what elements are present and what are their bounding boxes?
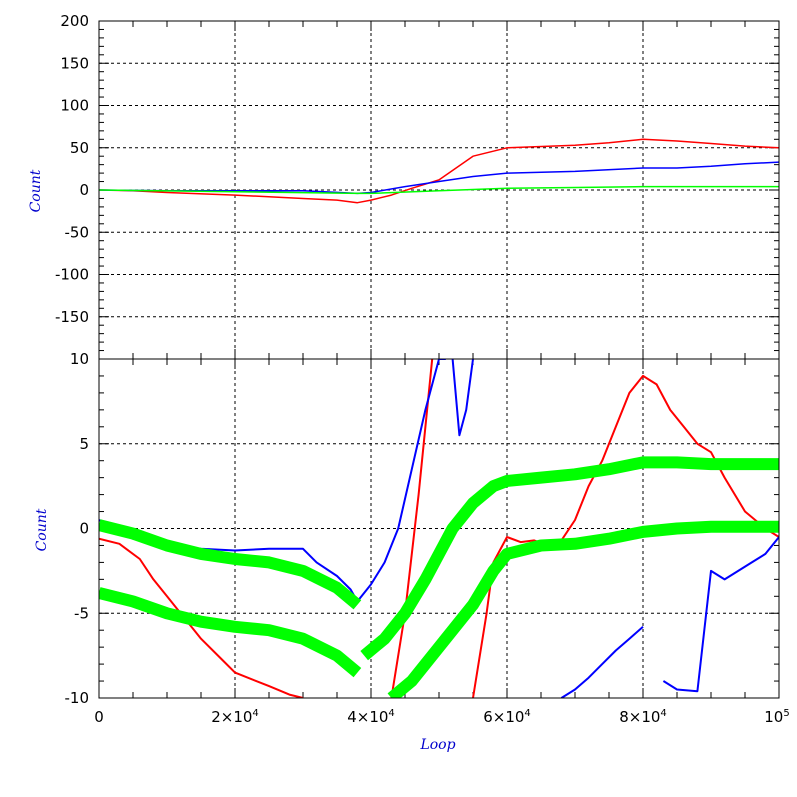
top-y-tick-label: -150 [55, 308, 89, 326]
bottom-series-line-8 [99, 587, 362, 678]
bottom-plot-frame [98, 358, 780, 699]
x-axis-title: Loop [419, 737, 455, 753]
top-y-tick-label: -50 [65, 223, 90, 241]
bottom-y-tick-label: -5 [74, 604, 89, 622]
x-tick-label: 6×104 [483, 708, 531, 726]
x-tick-label: 4×104 [347, 708, 395, 726]
x-tick-label: 8×104 [619, 708, 667, 726]
top-y-tick-label: 150 [60, 54, 89, 72]
bottom-series-line-4 [451, 359, 474, 437]
bottom-y-axis-title: Count [34, 508, 50, 551]
bottom-series-line-5 [560, 626, 644, 698]
top-panel: 200 150 100 50 0 -50 -100 -150 [55, 12, 780, 360]
top-y-tick-label: 50 [70, 139, 89, 157]
bottom-series-line-1 [390, 359, 434, 698]
top-series-line-1 [99, 161, 779, 195]
bottom-y-tick-label: 10 [70, 350, 89, 368]
x-tick-label: 2×104 [211, 708, 259, 726]
bottom-y-tick-label: 0 [79, 520, 89, 538]
bottom-series-line-6 [662, 536, 779, 693]
bottom-y-tick-label: -10 [65, 689, 90, 707]
bottom-series-line-0 [99, 537, 304, 698]
bottom-y-tick-label: 5 [79, 435, 89, 453]
bottom-series-line-9 [360, 456, 779, 661]
top-y-axis-title: Count [28, 169, 44, 212]
bottom-series-line-7 [99, 519, 362, 610]
top-series-line-2 [99, 185, 779, 195]
bottom-series-line-10 [387, 520, 779, 698]
top-y-tick-label: -100 [55, 266, 89, 284]
x-tick-label: 0 [94, 708, 104, 726]
x-tick-label: 105 [764, 708, 789, 726]
top-y-tick-label: 200 [60, 12, 89, 30]
top-y-tick-label: 0 [79, 181, 89, 199]
top-y-tick-label: 100 [60, 97, 89, 115]
top-series-line-0 [99, 138, 779, 204]
